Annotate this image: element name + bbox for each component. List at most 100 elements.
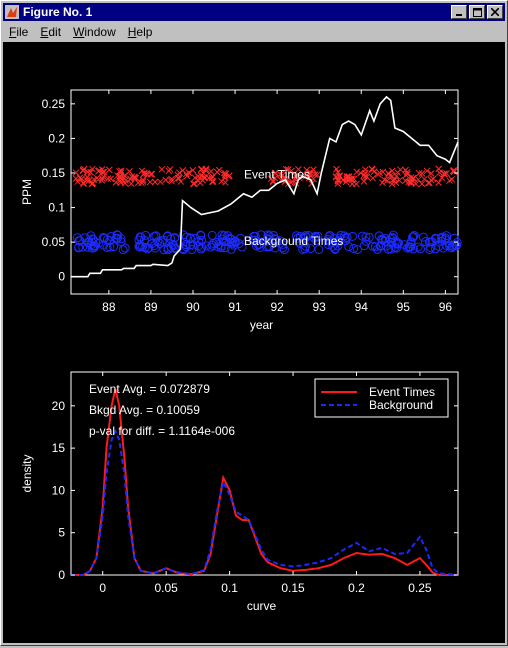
event-marker xyxy=(450,168,458,176)
minimize-icon xyxy=(456,14,462,16)
close-button[interactable] xyxy=(487,5,503,19)
background-marker xyxy=(264,231,274,241)
event-marker xyxy=(334,180,342,188)
event-marker xyxy=(435,179,442,186)
background-marker xyxy=(413,242,423,252)
event-marker xyxy=(374,171,382,178)
menu-window[interactable]: Window xyxy=(67,25,122,39)
background-marker xyxy=(306,244,316,254)
figure-canvas: 88 89 90 91 92 93 94 95 96 0 0.05 0.1 0.15 0.2 0.25 yea… xyxy=(3,42,505,643)
event-marker xyxy=(446,177,453,184)
background-marker xyxy=(348,231,358,241)
event-marker xyxy=(221,172,229,179)
window-title: Figure No. 1 xyxy=(23,5,93,19)
event-marker xyxy=(84,173,91,181)
background-marker xyxy=(196,230,206,240)
event-marker xyxy=(100,173,107,180)
bottom-y-tick-label: 10 xyxy=(52,483,66,497)
background-marker xyxy=(150,243,160,253)
event-marker xyxy=(288,167,295,175)
background-marker xyxy=(87,237,97,247)
background-marker xyxy=(391,243,401,253)
event-marker xyxy=(126,168,133,175)
menu-help-mnemonic: H xyxy=(127,25,137,39)
menu-help-label: elp xyxy=(136,25,153,39)
event-marker xyxy=(384,170,392,177)
top-y-tick-label: 0.1 xyxy=(48,201,65,215)
minimize-button[interactable] xyxy=(451,5,467,19)
event-marker xyxy=(134,179,142,187)
event-marker xyxy=(121,179,129,187)
background-marker xyxy=(309,233,319,243)
background-marker xyxy=(344,242,354,252)
menu-file-mnemonic: F xyxy=(9,25,17,39)
stats-annotation-2: Bkgd Avg. = 0.10059 xyxy=(89,403,200,417)
background-times-annotation: Background Times xyxy=(244,234,343,248)
event-marker xyxy=(190,180,198,187)
bottom-x-tick-label: 0.05 xyxy=(154,581,178,595)
event-marker xyxy=(176,169,183,177)
background-times-markers xyxy=(72,230,462,255)
bottom-y-tick-label: 20 xyxy=(52,399,66,413)
background-marker xyxy=(420,237,430,247)
background-marker xyxy=(406,242,416,252)
background-marker xyxy=(409,230,419,240)
maximize-button[interactable] xyxy=(469,5,485,19)
event-marker xyxy=(183,172,191,180)
legend-event-label: Event Times xyxy=(369,385,435,399)
background-marker xyxy=(324,232,334,242)
bottom-y-axis-label: density xyxy=(20,454,34,492)
event-marker xyxy=(409,174,417,182)
event-marker xyxy=(112,179,120,186)
top-y-tick-label: 0 xyxy=(58,270,65,284)
background-marker xyxy=(151,231,161,241)
event-marker xyxy=(194,177,202,185)
background-marker xyxy=(353,245,363,255)
matlab-icon xyxy=(5,5,19,19)
event-marker xyxy=(414,176,422,183)
background-marker xyxy=(386,244,396,254)
event-marker xyxy=(403,168,411,176)
background-marker xyxy=(138,242,148,252)
event-marker xyxy=(429,175,437,183)
event-times-markers xyxy=(72,165,458,188)
top-x-tick-label: 94 xyxy=(355,300,369,314)
background-marker xyxy=(391,236,401,246)
top-x-tick-label: 88 xyxy=(102,300,116,314)
background-marker xyxy=(194,236,204,246)
title-bar[interactable]: Figure No. 1 xyxy=(3,3,505,21)
event-marker xyxy=(120,174,127,182)
event-marker xyxy=(405,178,413,186)
event-marker xyxy=(392,179,400,186)
event-marker xyxy=(282,165,290,173)
background-marker xyxy=(155,238,165,248)
figure-plots: 88 89 90 91 92 93 94 95 9600.050.10.150.20.25yea… xyxy=(20,89,462,613)
event-marker xyxy=(295,166,302,173)
background-marker xyxy=(311,235,321,245)
event-marker xyxy=(165,167,173,175)
event-marker xyxy=(279,171,287,179)
event-marker xyxy=(222,179,229,186)
bottom-y-tick-label: 15 xyxy=(52,441,66,455)
event-marker xyxy=(117,169,125,177)
background-marker xyxy=(409,232,419,242)
background-marker xyxy=(263,235,273,245)
top-x-tick-label: 89 xyxy=(144,300,158,314)
event-marker xyxy=(369,174,377,182)
background-marker xyxy=(182,232,192,242)
background-marker xyxy=(426,237,436,247)
event-marker xyxy=(144,170,151,178)
background-marker xyxy=(225,237,235,247)
event-marker xyxy=(177,178,185,185)
maximize-icon xyxy=(472,7,482,17)
menu-help[interactable]: Help xyxy=(122,25,159,39)
menu-file[interactable]: File xyxy=(3,25,34,39)
event-marker xyxy=(80,179,87,187)
background-marker xyxy=(301,231,311,241)
bottom-x-tick-label: 0.15 xyxy=(281,581,305,595)
top-x-tick-label: 93 xyxy=(313,300,327,314)
menu-edit[interactable]: Edit xyxy=(34,25,67,39)
menu-window-label: indow xyxy=(84,25,116,39)
event-times-annotation: Event Times xyxy=(244,168,310,182)
event-marker xyxy=(151,178,159,186)
